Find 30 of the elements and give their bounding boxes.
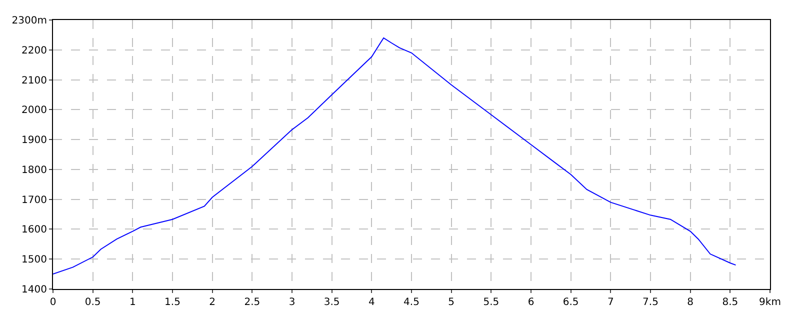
- x-tick-label: 5: [448, 297, 455, 308]
- y-tick-label: 2200: [22, 45, 47, 56]
- y-tick-label: 1400: [22, 284, 47, 296]
- y-tick-label: 1500: [22, 254, 47, 266]
- x-tick-label: 6: [528, 297, 534, 308]
- x-tick-label: 8: [687, 297, 694, 308]
- y-tick-label: 2300m: [12, 16, 47, 26]
- x-tick-label: 5.5: [483, 297, 500, 308]
- x-tick-label: 4.5: [404, 297, 420, 308]
- x-tick-label: 0: [50, 297, 56, 308]
- x-tick-label: 2.5: [244, 297, 260, 308]
- x-tick-label: 4: [368, 297, 375, 308]
- y-tick-label: 1600: [22, 224, 47, 236]
- y-tick-label: 2100: [22, 75, 47, 86]
- x-tick-label: 1.5: [164, 297, 180, 308]
- x-tick-label: 8.5: [722, 297, 738, 308]
- x-tick-label: 7.5: [642, 297, 658, 308]
- x-tick-label: 0.5: [84, 297, 101, 308]
- x-tick-label: 3.5: [324, 297, 340, 308]
- x-tick-label: 3: [288, 297, 296, 308]
- y-tick-label: 2000: [22, 105, 47, 116]
- x-tick-label: 2: [209, 297, 216, 308]
- x-tick-label: 9km: [759, 297, 781, 308]
- y-tick-label: 1800: [22, 164, 47, 176]
- y-tick-label: 1700: [22, 194, 47, 206]
- x-tick-label: 6.5: [562, 297, 579, 308]
- y-tick-label: 1900: [22, 135, 47, 146]
- x-tick-label: 7: [607, 297, 614, 308]
- line-series: [53, 37, 736, 275]
- x-tick-label: 1: [129, 297, 136, 308]
